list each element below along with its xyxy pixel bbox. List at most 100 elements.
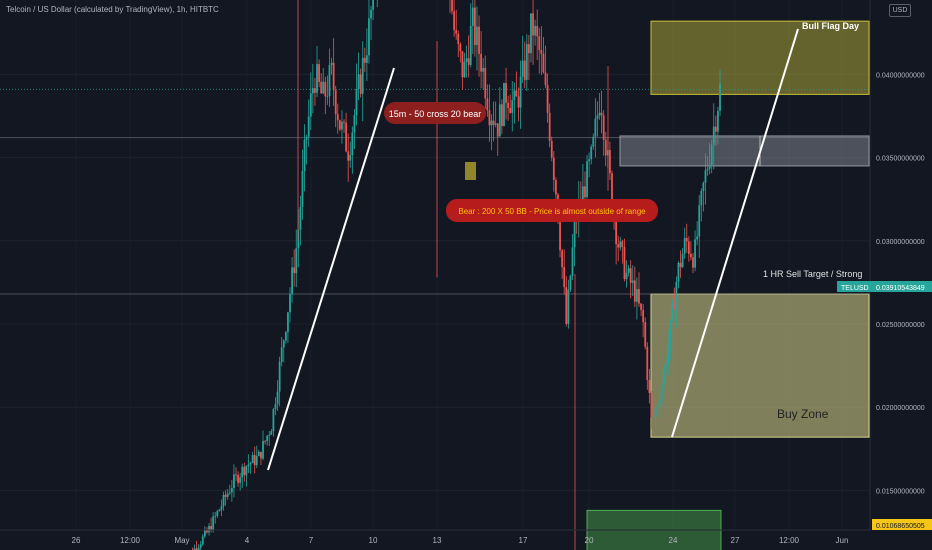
candle-body — [330, 62, 333, 66]
candle-body — [206, 530, 208, 533]
candle-body — [243, 466, 246, 476]
y-tick-label: 0.01500000000 — [876, 488, 925, 495]
sell-target-label: 1 HR Sell Target / Strong — [763, 269, 862, 279]
candle-body — [251, 454, 254, 463]
candle-body — [694, 239, 696, 268]
candle-body — [629, 268, 632, 283]
candle-body — [235, 474, 237, 476]
candle-body — [351, 132, 354, 156]
trendline-bullflag[interactable] — [671, 28, 799, 438]
candle-body — [719, 83, 721, 111]
candle-body — [519, 76, 522, 108]
candle-body — [642, 309, 645, 323]
candle-body — [222, 494, 225, 507]
candle-body — [278, 361, 281, 392]
annotation-bullflag[interactable]: Bull Flag Day — [802, 21, 859, 31]
candle-body — [255, 455, 258, 466]
candle-body — [671, 302, 674, 320]
candle-body — [343, 121, 345, 123]
x-tick-label: 27 — [731, 536, 740, 545]
candle-body — [193, 548, 196, 550]
candle-body — [561, 250, 564, 268]
candle-body — [237, 474, 239, 483]
candle-body — [322, 81, 325, 94]
candle-body — [544, 72, 547, 86]
candle-body — [230, 488, 233, 493]
candle-body — [268, 434, 271, 436]
buy-zone[interactable] — [650, 293, 870, 438]
candle-body — [490, 120, 493, 126]
candle-body — [287, 312, 289, 333]
candles-layer — [191, 0, 721, 550]
candle-body — [650, 392, 653, 418]
chart-title: Telcoin / US Dollar (calculated by Tradi… — [6, 5, 219, 14]
candle-body — [480, 53, 483, 72]
annotation-bear-text: Bear : 200 X 50 BB - Price is almost out… — [458, 207, 646, 216]
candle-body — [658, 400, 661, 405]
candle-body — [210, 526, 212, 531]
candle-body — [517, 96, 520, 108]
candle-body — [338, 120, 341, 130]
candle-body — [590, 146, 593, 160]
candle-body — [199, 544, 202, 548]
candle-body — [197, 547, 200, 550]
annotation-15m[interactable]: 15m - 50 cross 20 bear — [384, 102, 486, 124]
grid-lines — [0, 73, 870, 491]
candle-body — [621, 241, 624, 247]
candle-body — [594, 118, 597, 137]
candle-body — [264, 440, 266, 442]
candle-body — [534, 25, 537, 36]
candle-body — [359, 74, 362, 94]
candle-body — [467, 58, 470, 65]
low-price-value: 0.01068650505 — [876, 523, 925, 530]
candle-body — [212, 516, 215, 531]
candle-body — [293, 267, 296, 274]
candle-body — [494, 123, 497, 125]
price-axis[interactable]: 0.070000000000.065000000000.060000000000… — [869, 0, 925, 530]
candle-body — [602, 115, 605, 140]
candle-body — [681, 253, 684, 268]
candle-body — [644, 322, 647, 347]
candle-body — [488, 110, 491, 126]
last-price-symbol: TELUSD — [841, 285, 869, 292]
annotation-bear[interactable]: Bear : 200 X 50 BB - Price is almost out… — [446, 199, 658, 222]
candle-body — [214, 515, 217, 517]
candle-body — [266, 435, 269, 442]
candle-body — [247, 464, 250, 467]
candle-body — [507, 102, 510, 108]
candle-body — [245, 466, 248, 476]
candle-body — [457, 33, 460, 45]
y-tick-label: 0.04000000000 — [876, 72, 925, 79]
candle-body — [368, 18, 370, 56]
candle-body — [455, 30, 458, 34]
x-tick-label: 12:00 — [120, 536, 141, 545]
trendline-rise[interactable] — [267, 67, 395, 471]
candle-body — [463, 61, 466, 78]
candle-body — [698, 205, 701, 237]
currency-button[interactable]: USD — [889, 4, 911, 17]
candle-body — [563, 267, 566, 288]
time-axis[interactable]: 26 12:00 May 4 7 10 13 17 20 24 27 12:00 Jun — [0, 529, 870, 545]
candle-body — [679, 262, 682, 268]
candle-body — [569, 275, 572, 290]
candle-body — [712, 126, 715, 145]
candle-body — [615, 216, 618, 245]
candle-body — [660, 383, 663, 401]
candle-body — [274, 404, 277, 410]
candle-body — [347, 151, 350, 161]
candle-body — [582, 186, 584, 204]
x-tick-label: 20 — [585, 536, 594, 545]
candle-body — [638, 289, 640, 304]
candle-body — [301, 171, 304, 207]
candle-body — [334, 90, 337, 115]
candle-body — [328, 65, 331, 96]
candle-body — [588, 159, 591, 162]
candle-body — [598, 112, 601, 116]
candle-body — [584, 186, 586, 198]
candle-body — [262, 440, 264, 459]
candle-body — [280, 347, 283, 362]
sell-target-zone[interactable] — [650, 20, 870, 95]
gray-zone[interactable] — [619, 135, 870, 167]
horizontal-lines-layer — [0, 88, 870, 295]
